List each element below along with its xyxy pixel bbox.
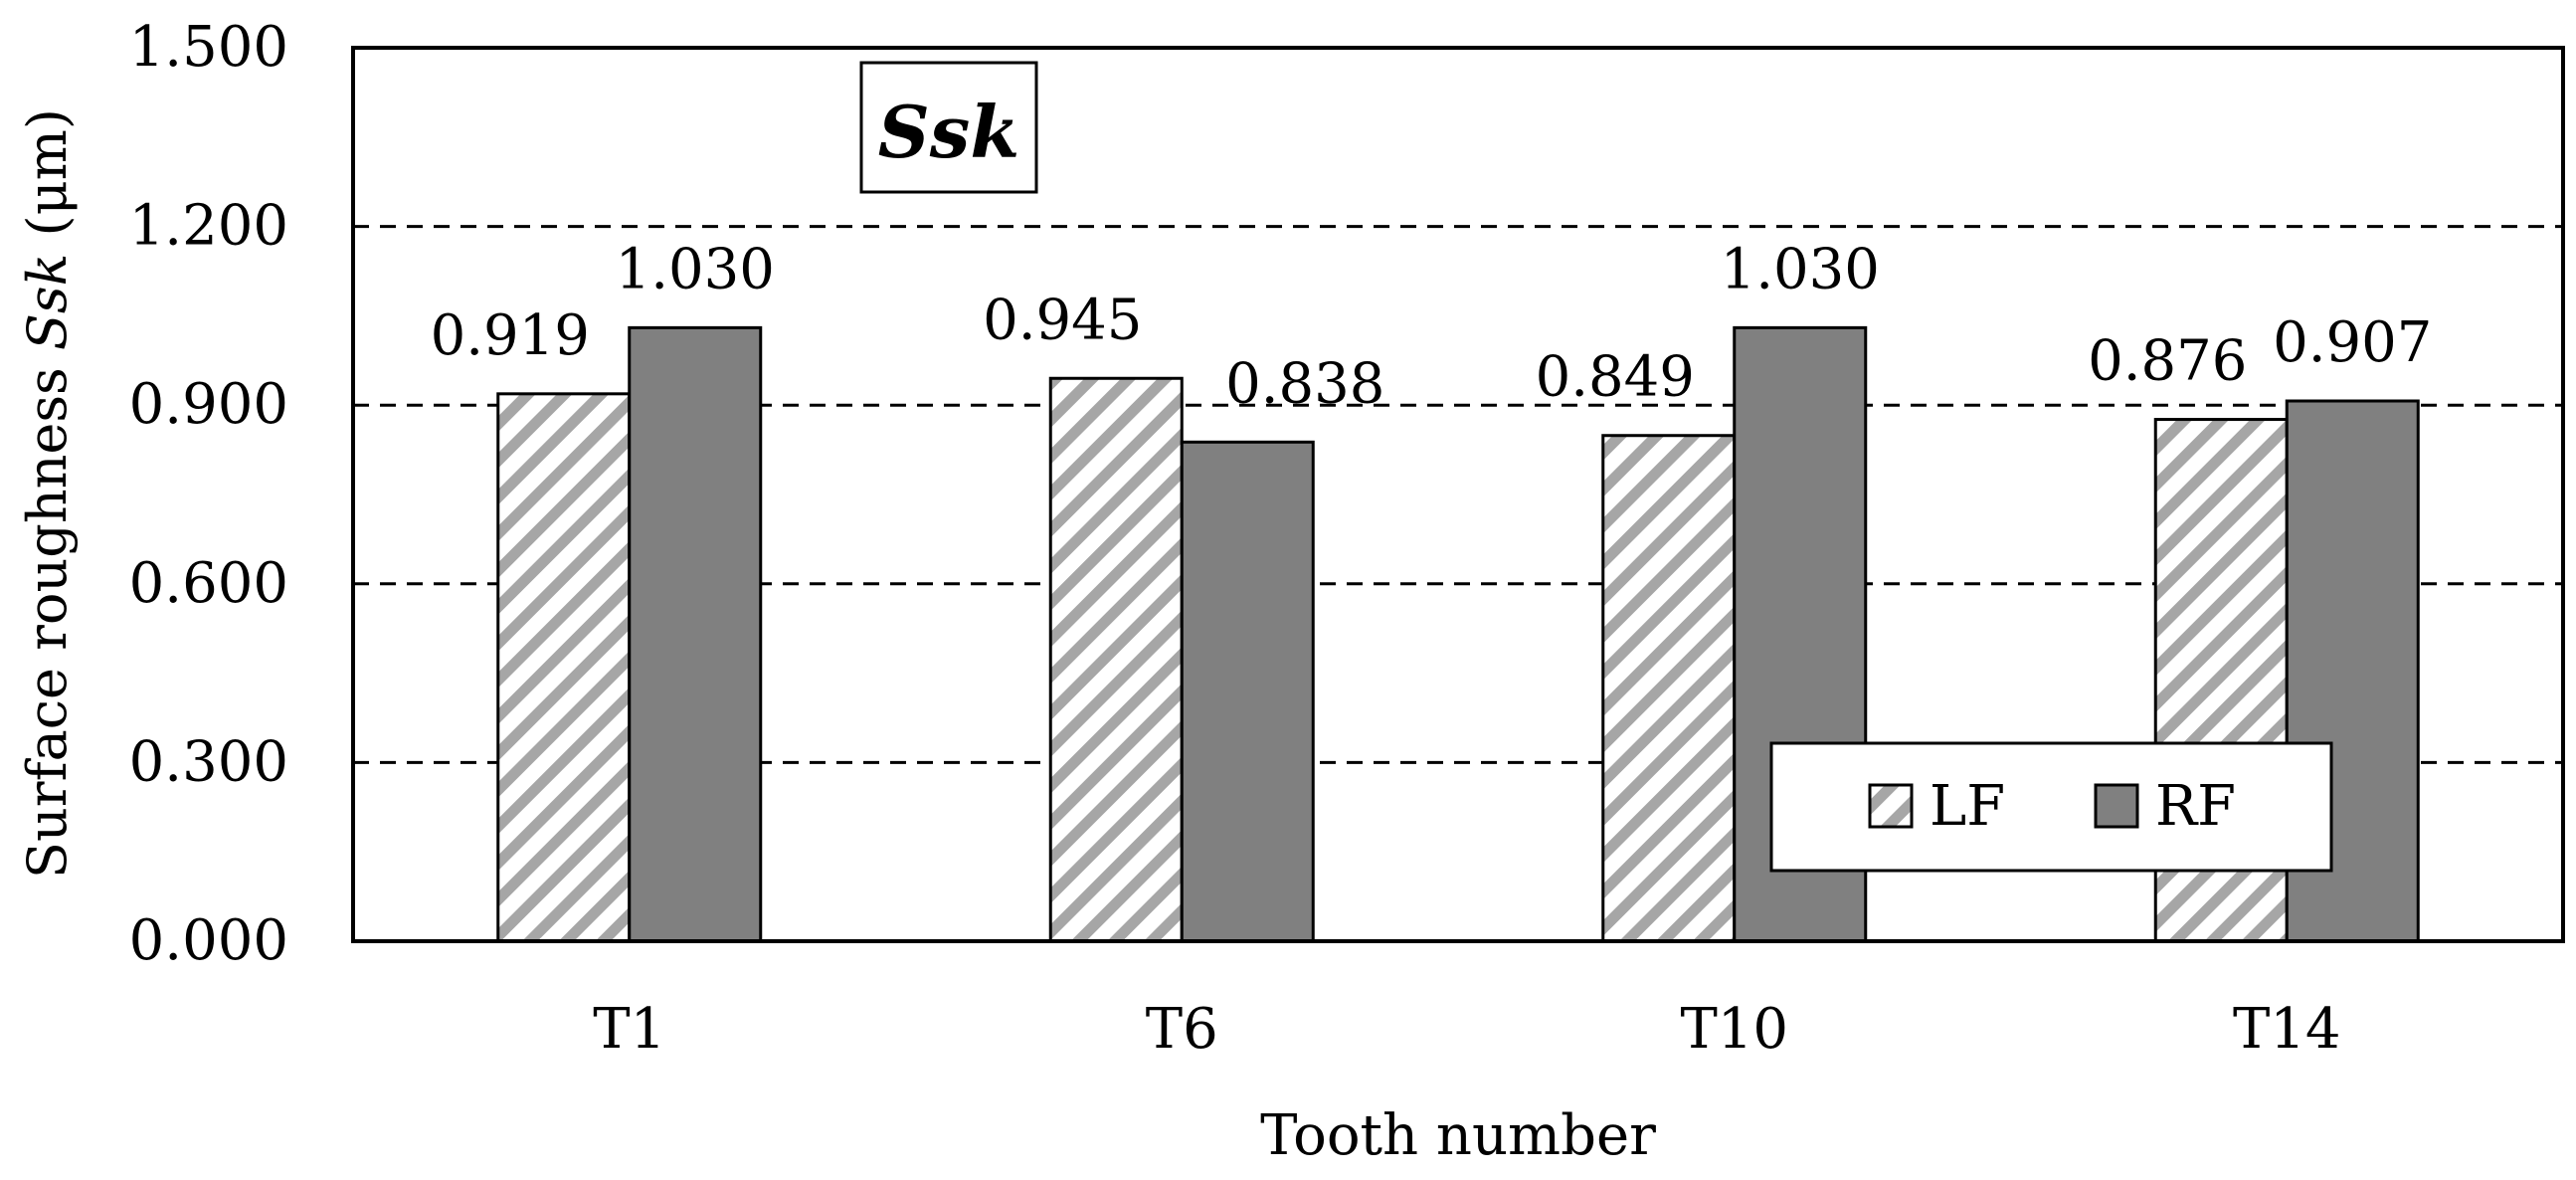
data-label: 1.030 [1721,237,1880,301]
y-tick-label: 1.500 [129,15,288,80]
legend-swatch-rf [2094,783,2139,829]
legend-label-lf: LF [1930,774,2005,839]
x-tick-label: T10 [1680,997,1788,1062]
y-axis-label-suffix: (μm) [16,108,79,254]
data-label: 0.849 [1536,345,1695,410]
x-tick-label: T14 [2233,997,2341,1062]
data-label: 0.919 [431,303,590,368]
x-tick-label: T1 [593,997,665,1062]
y-axis-label: Surface roughness Ssk (μm) [16,108,79,879]
data-label: 0.838 [1225,351,1384,416]
legend-box [1769,741,2333,873]
bar-rf-t6 [1180,440,1315,943]
y-axis-label-prefix: Surface roughness [16,350,79,879]
plot-frame [351,46,2565,943]
legend: LF RF [1769,741,2333,873]
data-label: 0.945 [983,288,1142,352]
data-labels: 0.919 1.030 0.945 0.838 0.849 1.030 0.876 0.907 [431,237,2433,416]
data-label: 0.907 [2273,310,2432,375]
bar-lf-t6 [1048,376,1184,943]
bar-lf-t1 [496,392,632,943]
data-label: 0.876 [2088,329,2247,394]
y-axis-ticks: 0.000 0.300 0.600 0.900 1.200 1.500 [129,15,288,973]
legend-swatch-lf [1868,783,1914,829]
y-tick-label: 0.600 [129,551,288,616]
y-tick-label: 0.000 [129,908,288,973]
bar-rf-t1 [628,325,763,943]
bar-lf-t10 [1601,434,1737,943]
x-axis-label: Tooth number [1260,1103,1656,1168]
x-axis-ticks: T1 T6 T10 T14 [593,997,2340,1062]
y-tick-label: 0.300 [129,729,288,794]
data-label: 1.030 [616,237,775,301]
x-tick-label: T6 [1146,997,1218,1062]
y-tick-label: 0.900 [129,372,288,437]
chart-title-box: Ssk [859,61,1038,194]
y-axis-label-symbol: Ssk [16,254,79,350]
legend-label-rf: RF [2155,774,2236,839]
y-tick-label: 1.200 [129,194,288,259]
chart-title: Ssk [878,90,1019,174]
